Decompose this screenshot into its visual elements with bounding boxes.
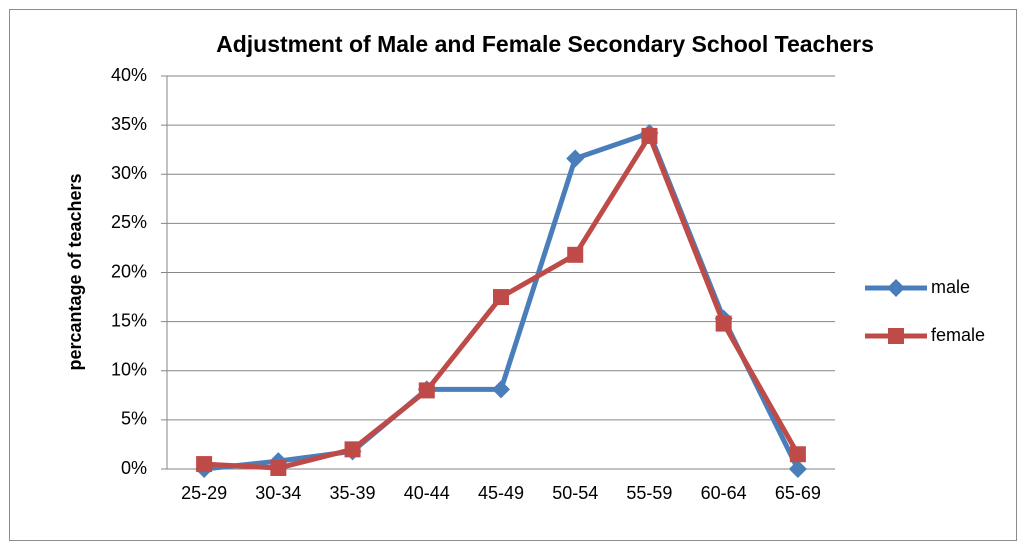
data-point xyxy=(788,460,807,478)
y-tick-label: 30% xyxy=(111,163,147,183)
legend-marker xyxy=(887,279,905,297)
chart-border xyxy=(9,9,1017,541)
x-tick-label: 50-54 xyxy=(552,483,598,503)
y-tick-label: 40% xyxy=(111,65,147,85)
y-tick-label: 0% xyxy=(121,458,147,478)
data-point xyxy=(493,289,509,306)
data-point xyxy=(715,315,732,332)
x-tick-label: 30-34 xyxy=(255,483,301,503)
data-point xyxy=(196,456,213,473)
chart-title: Adjustment of Male and Female Secondary … xyxy=(216,31,874,57)
x-tick-label: 55-59 xyxy=(626,483,672,503)
data-point xyxy=(789,446,806,463)
x-tick-label: 40-44 xyxy=(404,483,450,503)
data-point xyxy=(344,441,361,458)
legend-label: female xyxy=(931,325,985,345)
y-tick-label: 5% xyxy=(121,409,147,429)
data-point xyxy=(567,246,584,263)
y-tick-label: 20% xyxy=(111,261,147,281)
x-tick-label: 25-29 xyxy=(181,483,227,503)
data-point xyxy=(641,127,658,144)
legend-label: male xyxy=(931,277,970,297)
data-point xyxy=(270,460,287,477)
x-tick-label: 45-49 xyxy=(478,483,524,503)
y-tick-label: 25% xyxy=(111,212,147,232)
data-point xyxy=(566,149,585,168)
x-tick-label: 35-39 xyxy=(330,483,376,503)
legend-marker xyxy=(888,328,904,344)
x-tick-label: 65-69 xyxy=(775,483,821,503)
data-point xyxy=(492,380,510,399)
y-tick-label: 35% xyxy=(111,114,147,134)
y-tick-label: 10% xyxy=(111,360,147,380)
data-point xyxy=(418,382,435,399)
y-tick-label: 15% xyxy=(111,310,147,330)
x-tick-label: 60-64 xyxy=(701,483,747,503)
y-axis-label: percantage of teachers xyxy=(65,173,85,370)
